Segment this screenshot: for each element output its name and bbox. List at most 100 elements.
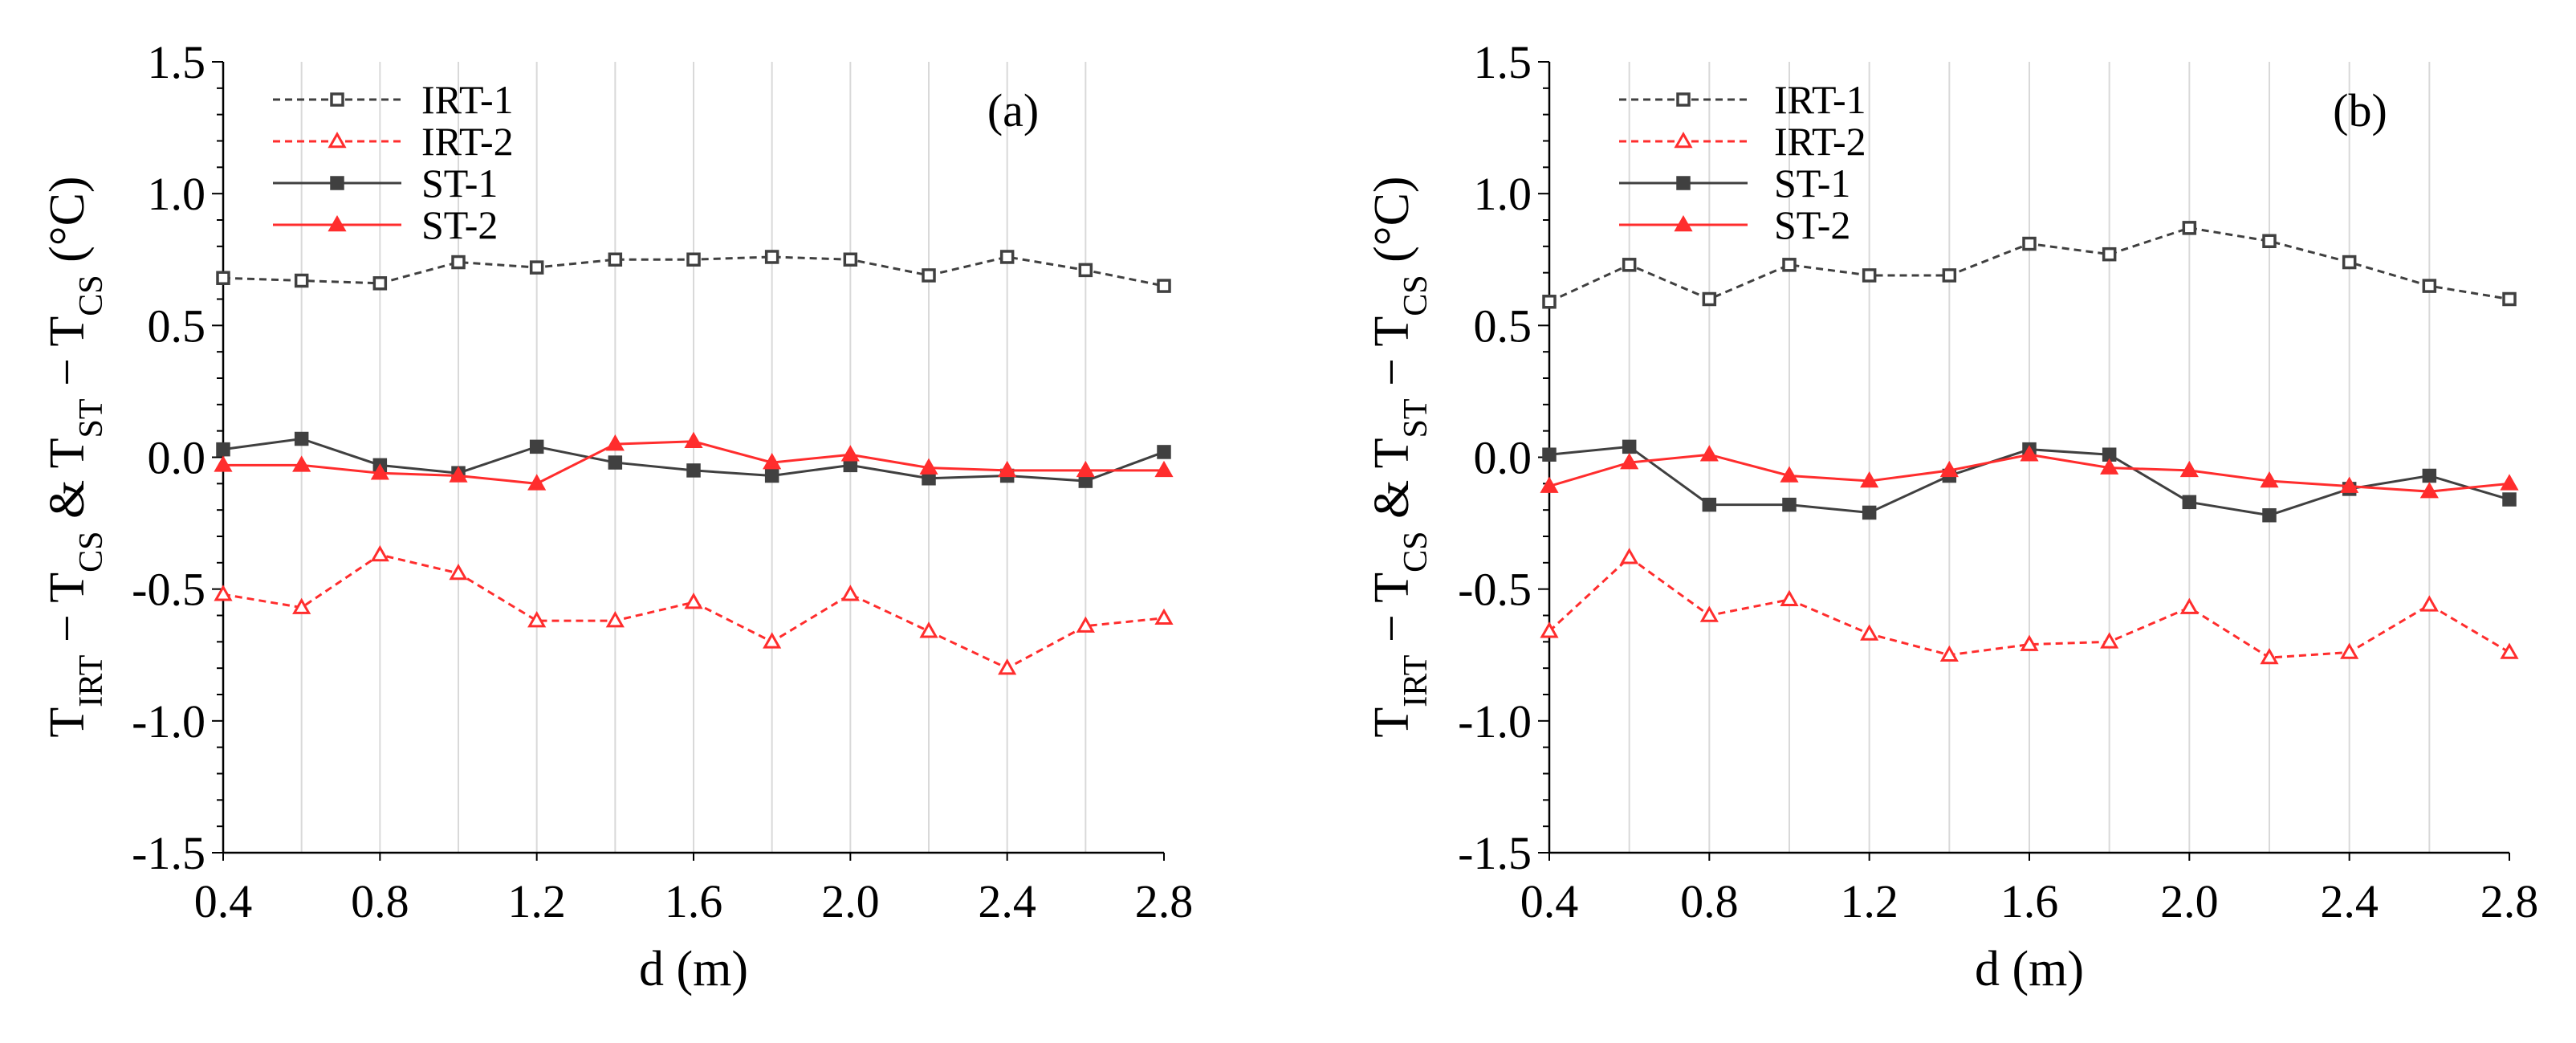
data-point [840,585,860,601]
data-point [1780,466,1799,483]
data-point [1782,258,1797,272]
data-point [2502,492,2517,507]
data-point [919,621,938,638]
data-point [608,455,623,470]
y-axis-title-part: − T [1365,572,1419,655]
y-tick-label: 1.5 [1474,36,1532,88]
data-point [529,439,544,454]
y-axis-title-part: & T [1365,438,1419,531]
y-axis-title-part: − T [40,316,95,399]
data-point [1860,624,1879,641]
data-point [1942,268,1957,283]
y-axis-title: TIRT − TCS & TST − TCS (°C) [1365,176,1435,737]
data-point [294,431,309,446]
data-point [214,455,233,472]
x-tick-label: 1.6 [665,875,723,927]
data-point [1157,279,1171,293]
data-point [529,260,544,275]
data-point [2179,460,2199,478]
panel-label: (a) [987,84,1039,136]
data-point [999,250,1015,264]
data-point [998,460,1017,478]
x-tick-label: 0.8 [1680,875,1739,927]
data-point [527,611,547,628]
data-point [2020,445,2039,462]
data-point [1862,505,1877,520]
data-point [1862,268,1877,283]
legend-marker [328,131,347,149]
data-point [372,276,388,291]
x-tick-label: 1.2 [507,875,566,927]
data-point [608,252,623,267]
data-point [1154,608,1174,625]
data-point [605,611,625,628]
series-irt-2 [214,544,1174,675]
legend-marker [1674,214,1693,232]
data-point [1157,445,1171,459]
y-tick-label: 1.0 [1474,168,1532,220]
y-axis-title-subscript: IRT [1398,655,1435,707]
chart-panel-a: 1.5 1.0 0.5 0.0 -0.5 -1.0 -1.50.4 0.8 1.2 1.6 2.0 2… [40,36,1193,996]
y-axis-title-subscript: CS [1398,275,1435,316]
data-point [2419,482,2439,499]
data-point [843,252,858,267]
y-tick-label: -1.5 [132,827,206,879]
series-irt-2 [1540,548,2519,665]
y-tick-label: 0.0 [148,432,206,484]
data-point [216,271,230,285]
data-point [2260,648,2279,665]
y-tick-label: -0.5 [132,564,206,616]
legend-label: ST-1 [1774,161,1850,206]
data-point [2262,507,2277,523]
data-point [2500,642,2519,659]
legend-marker [1676,176,1691,190]
data-point [922,268,936,283]
y-axis-title-subscript: ST [73,398,110,438]
y-axis-title-part: T [1365,707,1419,738]
data-point [1076,616,1095,633]
data-point [370,544,389,562]
data-point [292,597,311,614]
legend-label: IRT-2 [421,119,514,164]
x-tick-label: 2.4 [978,875,1036,927]
x-tick-label: 0.8 [351,875,409,927]
x-tick-label: 1.6 [2000,875,2059,927]
data-point [2182,495,2197,510]
data-point [1939,645,1959,662]
data-point [1939,460,1959,478]
data-point [216,442,230,457]
data-point [684,593,703,609]
y-axis-title-part: (°C) [40,176,95,275]
data-point [2502,291,2517,307]
data-point [1780,589,1799,607]
data-point [527,474,547,491]
data-point [1860,471,1879,488]
x-tick-label: 2.8 [1135,875,1194,927]
data-point [1782,497,1797,512]
series-irt-1 [1542,221,2517,309]
data-point [2179,597,2199,614]
legend-label: IRT-1 [421,77,514,122]
data-point [2500,474,2519,491]
legend-label: ST-1 [421,161,498,206]
data-point [449,563,468,581]
panel-label: (b) [2333,84,2387,136]
y-axis-title-part: − T [40,572,95,655]
legend-marker [1676,92,1691,107]
data-point [1078,263,1093,278]
y-tick-label: -0.5 [1458,564,1532,616]
data-point [2340,642,2359,659]
data-point [2022,236,2037,251]
x-tick-label: 0.4 [1520,875,1579,927]
data-point [686,463,701,478]
data-point [449,466,468,483]
data-point [2182,221,2197,235]
y-tick-label: -1.0 [1458,695,1532,748]
y-tick-label: -1.0 [132,695,206,748]
data-point [1542,447,1557,462]
data-point [764,250,779,264]
legend-label: ST-2 [421,202,498,247]
y-tick-label: 1.5 [148,36,206,88]
data-point [1699,445,1719,462]
